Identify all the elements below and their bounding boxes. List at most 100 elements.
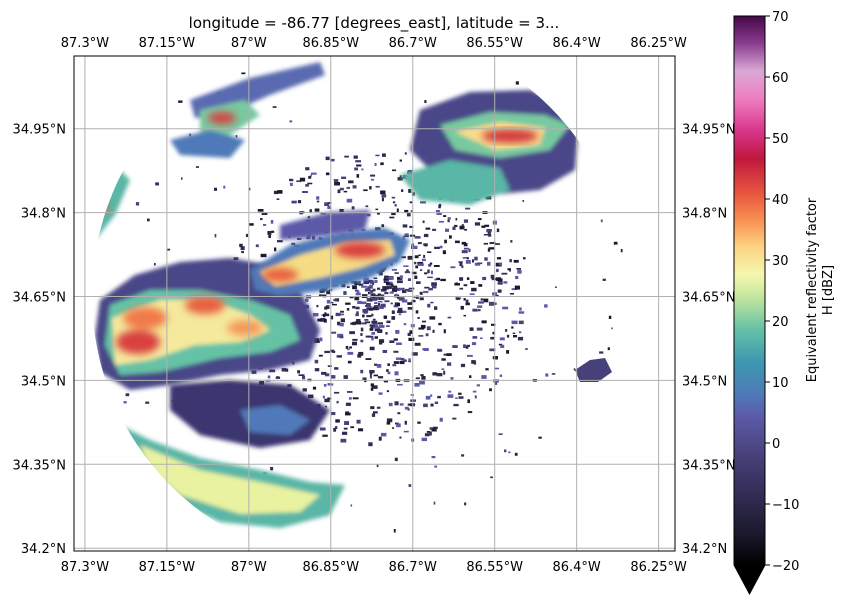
echo-pixel (371, 320, 378, 324)
echo-pixel (377, 301, 383, 303)
echo-pixel (484, 257, 488, 261)
echo-pixel (417, 263, 424, 266)
echo-pixel (342, 431, 348, 435)
echo-pixel (407, 278, 411, 281)
echo-pixel (391, 310, 395, 314)
echo-pixel (477, 309, 481, 312)
echo-pixel (458, 396, 464, 399)
echo-pixel (382, 350, 388, 353)
echo-pixel (326, 299, 331, 304)
echo-pixel (347, 348, 350, 351)
echo-pixel (399, 175, 402, 179)
echo-pixel (369, 346, 375, 351)
echo-pixel (386, 281, 392, 286)
echo-pixel (505, 329, 508, 332)
x-tick-label-top: 87.15°W (139, 36, 196, 51)
echo-pixel (500, 344, 505, 348)
echo-pixel (343, 375, 348, 379)
echo-pixel (346, 286, 350, 288)
echo-pixel (452, 417, 457, 420)
echo-pixel (465, 259, 471, 264)
echo-pixel (513, 335, 517, 338)
echo-pixel (414, 261, 417, 265)
echo-pixel (459, 277, 464, 281)
echo-pixel (515, 275, 519, 280)
echo-pixel (421, 376, 426, 380)
echo-pixel (518, 320, 524, 325)
echo-pixel (377, 303, 380, 307)
echo-pixel (469, 375, 472, 378)
echo-pixel (384, 275, 389, 280)
echo-pixel (380, 298, 385, 301)
echo-pixel (380, 190, 386, 195)
echo-pixel (327, 397, 330, 401)
echo-pixel (453, 403, 459, 407)
echo-pixel (387, 371, 391, 375)
echo-pixel (477, 305, 483, 308)
echo-pixel (333, 427, 337, 432)
echo-pixel (478, 284, 483, 287)
echo-pixel (403, 265, 409, 267)
echo-pixel (432, 228, 437, 231)
echo-pixel (364, 321, 371, 324)
echo-pixel (314, 340, 320, 343)
echo-pixel (340, 318, 345, 323)
echo-pixel (356, 164, 362, 167)
echo-pixel (325, 156, 330, 161)
echo-pixel (496, 257, 502, 260)
echo-pixel (307, 182, 313, 185)
echo-pixel (369, 374, 372, 379)
echo-pixel (452, 226, 456, 230)
echo-pixel (395, 357, 402, 360)
echo-pixel (352, 285, 357, 290)
echo-pixel (333, 299, 338, 301)
echo-pixel (400, 287, 405, 290)
echo-pixel (363, 189, 368, 192)
echo-pixel (240, 246, 245, 250)
echo-pixel (369, 292, 372, 294)
echo-pixel (490, 336, 495, 340)
echo-pixel (343, 427, 348, 430)
echo-pixel (369, 324, 375, 327)
echo-pixel (488, 233, 492, 237)
echo-pixel (620, 249, 623, 253)
echo-pixel (428, 288, 433, 291)
gridlines (74, 56, 675, 551)
echo-pixel (305, 184, 309, 187)
echo-pixel (411, 352, 418, 356)
echo-pixel (389, 281, 393, 284)
echo-pixel (334, 182, 340, 186)
echo-pixel (356, 290, 360, 294)
echo-pixel (438, 204, 441, 209)
echo-pixel (395, 330, 400, 334)
echo-pixel (378, 271, 383, 276)
echo-pixel (502, 306, 509, 310)
echo-pixel (455, 240, 460, 244)
echo-pixel (369, 186, 372, 190)
echo-pixel (320, 212, 326, 215)
echo-pixel (460, 363, 466, 368)
echo-pixel (454, 283, 460, 286)
y-tick-label-right: 34.5°N (682, 374, 727, 389)
echo-pixel (344, 421, 349, 425)
echo-pixel (441, 368, 445, 371)
echo-pixel (496, 268, 499, 273)
echo-pixel (267, 375, 271, 379)
echo-pixel (439, 417, 443, 422)
echo-pixel (241, 250, 244, 254)
echo-pixel (380, 162, 384, 166)
echo-pixel (325, 172, 330, 176)
echo-pixel (285, 368, 289, 372)
echo-pixel (357, 280, 361, 285)
echo-pixel (483, 242, 488, 245)
echo-pixel (290, 182, 293, 186)
echo-pixel (331, 412, 336, 416)
echo-pixel (352, 397, 359, 400)
echo-pixel (407, 170, 413, 173)
echo-pixel (407, 332, 411, 336)
echo-pixel (476, 327, 483, 331)
echo-pixel (269, 369, 276, 373)
echo-pixel (358, 283, 364, 286)
echo-pixel (392, 169, 397, 172)
echo-pixel (472, 308, 478, 312)
